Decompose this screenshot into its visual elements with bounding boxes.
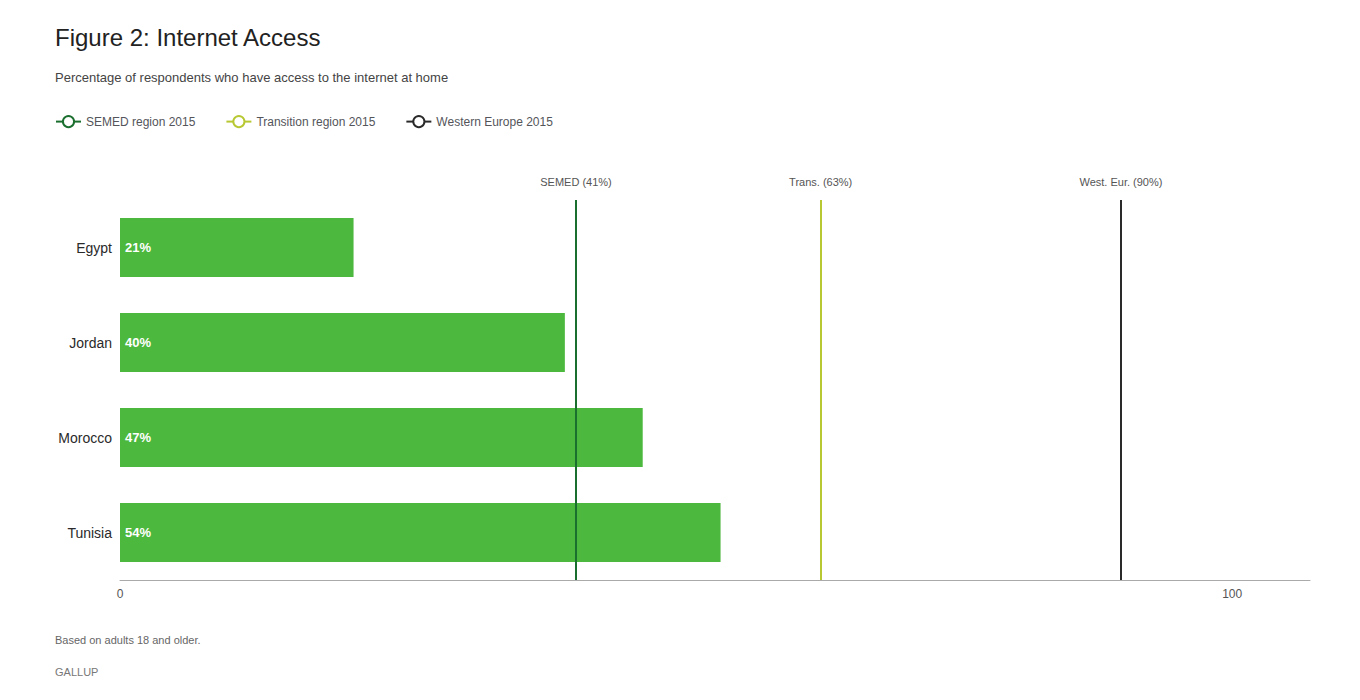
svg-text:54%: 54%: [125, 525, 151, 540]
svg-text:Transition region 2015: Transition region 2015: [256, 115, 375, 129]
svg-text:Jordan: Jordan: [69, 335, 112, 351]
svg-text:Percentage of respondents who: Percentage of respondents who have acces…: [55, 70, 448, 85]
svg-text:Based on adults 18 and older.: Based on adults 18 and older.: [55, 634, 201, 646]
svg-text:SEMED region 2015: SEMED region 2015: [86, 115, 196, 129]
svg-text:Egypt: Egypt: [76, 240, 112, 256]
svg-text:100: 100: [1222, 587, 1242, 601]
svg-text:Tunisia: Tunisia: [67, 525, 112, 541]
svg-text:SEMED (41%): SEMED (41%): [540, 176, 612, 188]
svg-text:Figure 2: Internet Access: Figure 2: Internet Access: [55, 24, 320, 51]
svg-text:40%: 40%: [125, 335, 151, 350]
svg-text:0: 0: [117, 587, 124, 601]
svg-text:21%: 21%: [125, 240, 151, 255]
svg-text:47%: 47%: [125, 430, 151, 445]
svg-text:Trans. (63%): Trans. (63%): [789, 176, 852, 188]
svg-text:GALLUP: GALLUP: [55, 666, 98, 678]
svg-text:Morocco: Morocco: [58, 430, 112, 446]
svg-text:West. Eur. (90%): West. Eur. (90%): [1079, 176, 1162, 188]
svg-text:Western Europe 2015: Western Europe 2015: [436, 115, 553, 129]
